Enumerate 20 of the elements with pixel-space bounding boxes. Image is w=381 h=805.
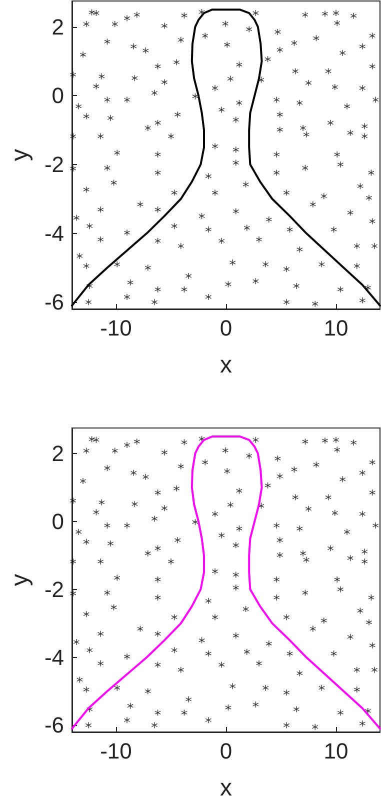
y-tick-label: -2	[44, 576, 64, 602]
x-axis-title: x	[220, 774, 232, 802]
x-axis-title: x	[220, 352, 232, 378]
y-tick-label: 2	[52, 440, 64, 466]
y-tick-label: 0	[52, 508, 64, 534]
x-tick-label: 10	[324, 738, 348, 764]
x-tick-label: 0	[220, 316, 232, 340]
x-tick-label: 0	[220, 738, 232, 764]
y-tick-label: -4	[44, 220, 64, 246]
y-tick-label: -6	[44, 712, 64, 738]
x-tick-label: -10	[100, 738, 132, 764]
y-tick-label: -4	[44, 644, 64, 670]
y-tick-label: -6	[44, 290, 64, 315]
y-tick-label: 0	[52, 83, 64, 108]
x-tick-label: -10	[100, 316, 132, 340]
x-tick-label: 10	[324, 316, 348, 340]
y-axis-title: y	[6, 149, 34, 161]
y-tick-label: 2	[52, 14, 64, 40]
y-tick-label: -2	[44, 152, 64, 177]
y-axis-title: y	[6, 574, 34, 586]
